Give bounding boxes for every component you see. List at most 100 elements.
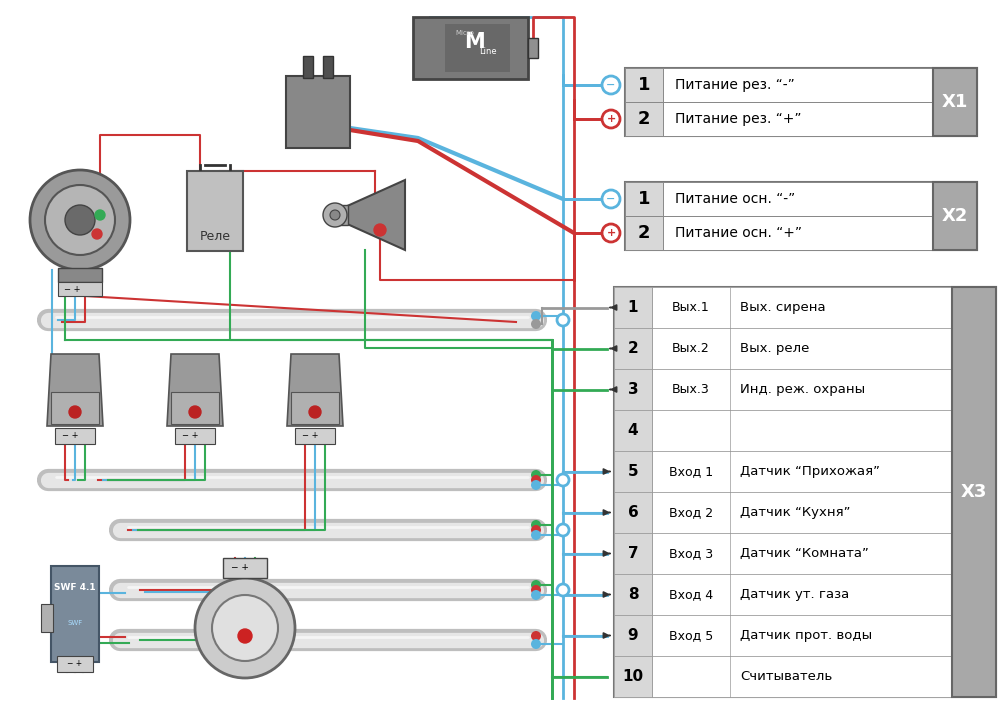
Bar: [58, 282, 102, 296]
Bar: [614, 451, 952, 492]
Bar: [445, 24, 510, 72]
Bar: [51, 392, 99, 424]
Text: 1: 1: [637, 190, 651, 208]
Text: Micro: Micro: [455, 30, 474, 36]
Circle shape: [189, 406, 201, 418]
Bar: [55, 428, 95, 444]
Bar: [330, 205, 348, 225]
Bar: [51, 566, 99, 662]
Polygon shape: [287, 354, 343, 426]
Bar: [303, 56, 313, 78]
Circle shape: [531, 525, 541, 535]
Bar: [175, 428, 215, 444]
Text: 3: 3: [627, 382, 638, 397]
Text: 1: 1: [627, 300, 638, 315]
Circle shape: [45, 185, 115, 255]
Bar: [614, 533, 652, 574]
Bar: [223, 558, 267, 578]
Bar: [933, 68, 977, 136]
Bar: [614, 615, 652, 656]
Bar: [933, 182, 977, 250]
Circle shape: [531, 530, 541, 540]
Text: Вых.1: Вых.1: [672, 301, 710, 314]
Text: Питание рез. “-”: Питание рез. “-”: [675, 78, 795, 92]
Text: 8: 8: [627, 587, 638, 602]
Circle shape: [30, 170, 130, 270]
Text: Инд. реж. охраны: Инд. реж. охраны: [740, 383, 865, 396]
Bar: [625, 216, 663, 250]
Text: − +: − +: [67, 659, 83, 668]
Circle shape: [238, 629, 252, 643]
Polygon shape: [47, 354, 103, 426]
Circle shape: [531, 319, 541, 329]
Text: − +: − +: [181, 431, 198, 441]
Bar: [614, 410, 652, 451]
Bar: [614, 287, 996, 697]
Circle shape: [531, 475, 541, 485]
Bar: [171, 392, 219, 424]
Bar: [625, 216, 933, 250]
Circle shape: [69, 406, 81, 418]
Text: 4: 4: [627, 423, 638, 438]
Bar: [625, 182, 977, 250]
Circle shape: [531, 470, 541, 480]
Bar: [625, 182, 933, 216]
Bar: [295, 428, 335, 444]
Text: 2: 2: [627, 341, 638, 356]
Bar: [291, 392, 339, 424]
Text: −: −: [606, 80, 615, 90]
Bar: [614, 656, 652, 697]
Bar: [41, 604, 53, 632]
Bar: [413, 17, 528, 79]
Text: Вход 4: Вход 4: [669, 588, 713, 601]
Circle shape: [531, 580, 541, 590]
Text: Питание рез. “+”: Питание рез. “+”: [675, 112, 802, 126]
Bar: [323, 56, 333, 78]
Circle shape: [531, 520, 541, 530]
Circle shape: [557, 314, 569, 326]
Text: Вых. реле: Вых. реле: [740, 342, 810, 355]
Bar: [614, 287, 652, 328]
Text: Вход 3: Вход 3: [669, 547, 713, 560]
Circle shape: [602, 190, 620, 208]
Text: Питание осн. “+”: Питание осн. “+”: [675, 226, 802, 240]
Text: +: +: [606, 228, 615, 238]
Bar: [614, 410, 952, 451]
Text: SWF 4.1: SWF 4.1: [54, 584, 96, 592]
Text: +: +: [606, 114, 615, 124]
Text: 2: 2: [637, 224, 651, 242]
Bar: [614, 533, 952, 574]
Bar: [614, 369, 652, 410]
Circle shape: [95, 210, 105, 220]
Text: 10: 10: [622, 669, 643, 684]
Bar: [625, 182, 663, 216]
Circle shape: [309, 406, 321, 418]
Circle shape: [323, 203, 347, 227]
Text: Вход 1: Вход 1: [669, 465, 713, 478]
Circle shape: [374, 224, 386, 236]
Text: Вых.3: Вых.3: [672, 383, 710, 396]
Text: Line: Line: [479, 47, 496, 56]
Text: 2: 2: [637, 110, 651, 128]
Bar: [286, 76, 350, 148]
Circle shape: [531, 480, 541, 490]
Bar: [614, 615, 952, 656]
Bar: [57, 656, 93, 672]
Circle shape: [557, 584, 569, 596]
Text: − +: − +: [63, 285, 81, 293]
Text: 5: 5: [627, 464, 638, 479]
Circle shape: [330, 210, 340, 220]
Polygon shape: [167, 354, 223, 426]
Circle shape: [212, 595, 278, 661]
Polygon shape: [345, 180, 405, 250]
Text: −: −: [606, 194, 615, 204]
Circle shape: [602, 224, 620, 242]
Bar: [625, 68, 663, 102]
Text: − +: − +: [61, 431, 79, 441]
Text: 1: 1: [637, 76, 651, 94]
Text: X1: X1: [942, 93, 968, 111]
Text: Питание осн. “-”: Питание осн. “-”: [675, 192, 796, 206]
Text: Датчик прот. воды: Датчик прот. воды: [740, 629, 872, 642]
Text: − +: − +: [231, 563, 249, 572]
Text: Реле: Реле: [199, 231, 231, 243]
